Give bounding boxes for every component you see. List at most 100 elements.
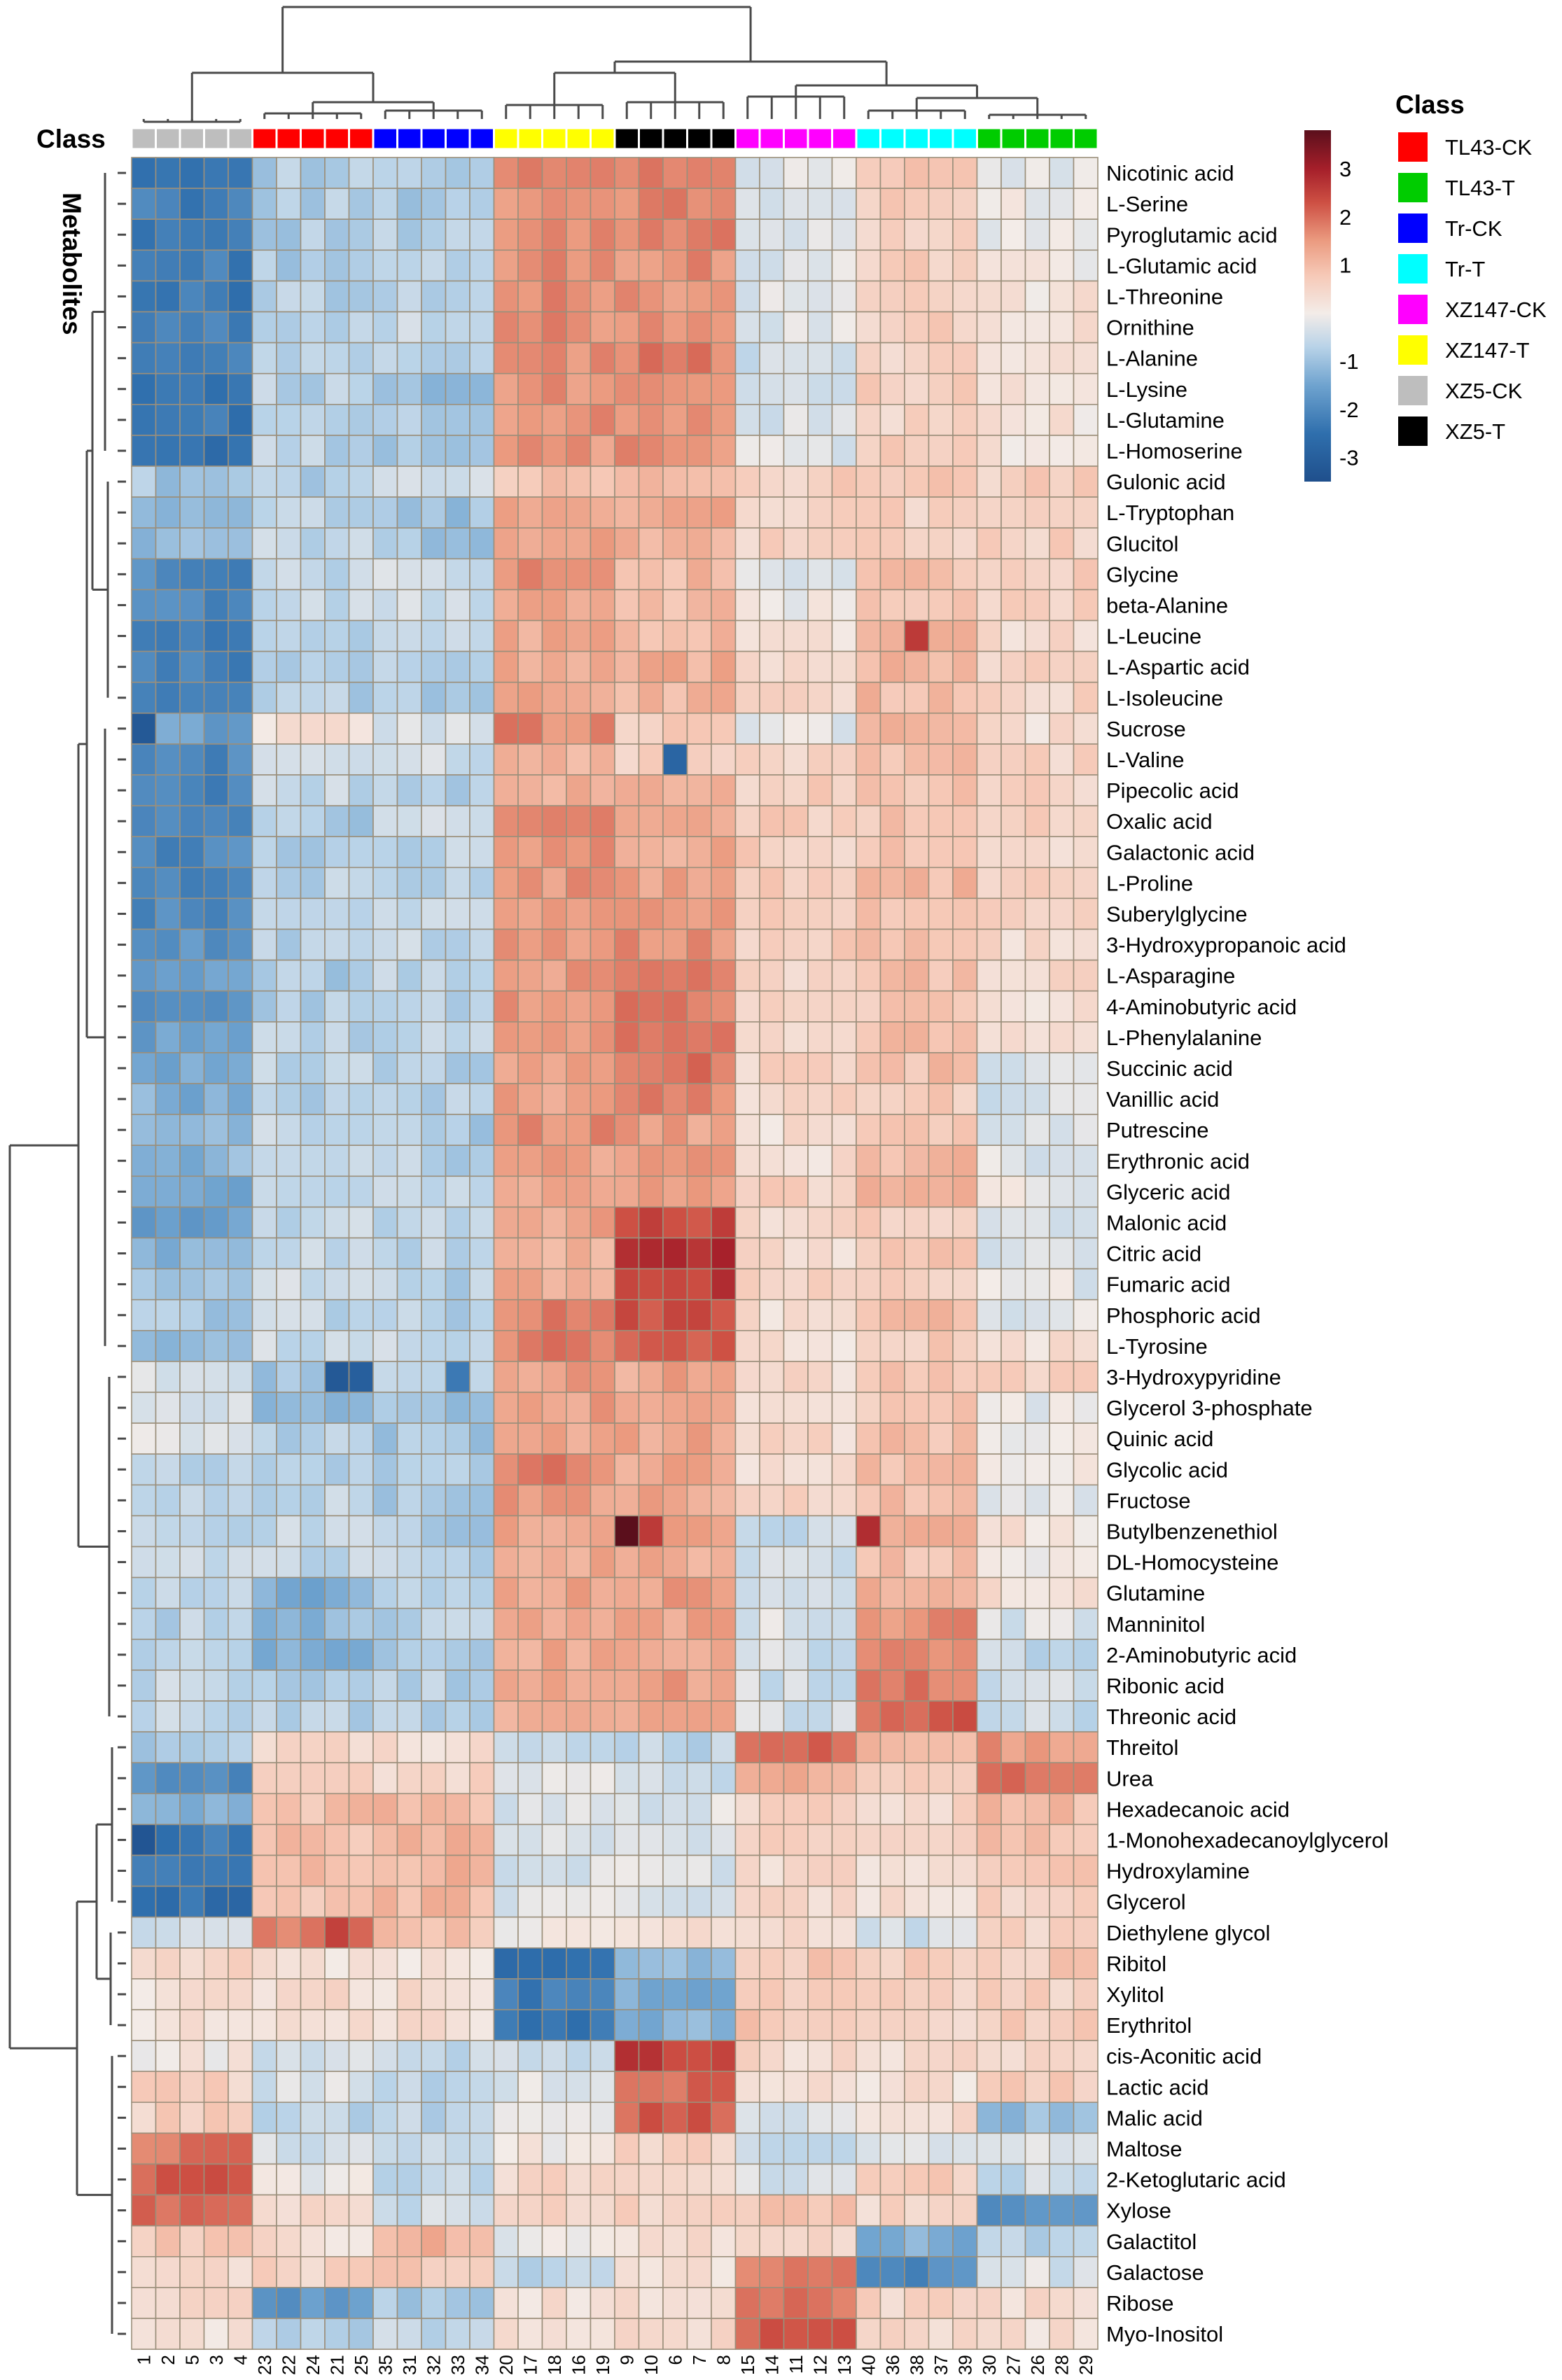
heatmap-cell: [1024, 836, 1050, 869]
heatmap-cell: [421, 527, 447, 560]
heatmap-cell: [831, 2194, 857, 2227]
heatmap-cell: [566, 620, 592, 652]
heatmap-cell: [686, 218, 712, 251]
heatmap-cell: [493, 1576, 519, 1609]
heatmap-cell: [300, 774, 326, 806]
heatmap-cell: [421, 1237, 447, 1270]
heatmap-cell: [179, 280, 205, 313]
heatmap-cell: [541, 1144, 567, 1177]
heatmap-cell: [662, 2287, 688, 2319]
heatmap-cell: [831, 1515, 857, 1548]
heatmap-cell: [493, 1422, 519, 1455]
heatmap-cell: [614, 990, 640, 1023]
heatmap-cell: [469, 403, 495, 436]
heatmap-cell: [566, 1453, 592, 1486]
heatmap-cell: [1049, 1916, 1075, 1949]
heatmap-cell: [469, 836, 495, 869]
heatmap-cell: [541, 1515, 567, 1548]
heatmap-cell: [686, 867, 712, 899]
heatmap-cell: [131, 712, 157, 745]
heatmap-cell: [566, 1762, 592, 1795]
metabolite-label: L-Valine: [1106, 748, 1184, 772]
heatmap-cell: [734, 1237, 760, 1270]
heatmap-cell: [783, 280, 809, 313]
heatmap-cell: [324, 1576, 350, 1609]
heatmap-cell: [686, 897, 712, 930]
heatmap-cell: [711, 1392, 737, 1424]
heatmap-cell: [952, 2225, 978, 2258]
sample-label: 17: [519, 2355, 541, 2375]
heatmap-cell: [1000, 311, 1026, 344]
heatmap-cell: [228, 2287, 253, 2319]
heatmap-cell: [372, 928, 398, 961]
heatmap-cell: [300, 589, 326, 622]
heatmap-cell: [686, 1453, 712, 1486]
heatmap-cell: [662, 1361, 688, 1393]
heatmap-cell: [662, 1885, 688, 1918]
heatmap-cell: [324, 2256, 350, 2288]
heatmap-cell: [276, 897, 302, 930]
heatmap-cell: [566, 712, 592, 745]
heatmap-cell: [228, 1144, 253, 1177]
heatmap-cell: [590, 342, 615, 374]
metabolite-label: Glutamine: [1106, 1581, 1205, 1606]
sample-label: 14: [761, 2355, 782, 2375]
heatmap-cell: [856, 589, 881, 622]
heatmap-cell: [614, 867, 640, 899]
heatmap-cell: [517, 1298, 543, 1331]
heatmap-cell: [1073, 1546, 1099, 1578]
heatmap-cell: [469, 218, 495, 251]
heatmap-cell: [396, 342, 422, 374]
heatmap-cell: [976, 2071, 1002, 2104]
heatmap-cell: [783, 959, 809, 992]
heatmap-cell: [324, 681, 350, 714]
heatmap-cell: [711, 1298, 737, 1331]
heatmap-cell: [541, 1885, 567, 1918]
heatmap-cell: [976, 1700, 1002, 1732]
sample-label: 28: [1051, 2355, 1072, 2375]
heatmap-cell: [421, 589, 447, 622]
class-bar-cell: [1048, 127, 1075, 150]
heatmap-cell: [228, 1854, 253, 1887]
heatmap-cell: [662, 1762, 688, 1795]
heatmap-cell: [734, 2287, 760, 2319]
heatmap-cell: [662, 1021, 688, 1054]
heatmap-cell: [928, 2071, 954, 2104]
heatmap-cell: [879, 2225, 905, 2258]
heatmap-cell: [541, 1392, 567, 1424]
heatmap-cell: [324, 157, 350, 189]
heatmap-cell: [686, 2225, 712, 2258]
heatmap-cell: [1000, 527, 1026, 560]
heatmap-cell: [614, 1576, 640, 1609]
heatmap-cell: [1073, 1823, 1099, 1856]
heatmap-cell: [541, 527, 567, 560]
heatmap-cell: [1049, 188, 1075, 220]
heatmap-cell: [856, 2287, 881, 2319]
heatmap-cell: [348, 1854, 374, 1887]
heatmap-cell: [541, 2040, 567, 2073]
heatmap-cell: [445, 1700, 470, 1732]
heatmap-cell: [445, 1484, 470, 1517]
heatmap-cell: [638, 1670, 664, 1702]
heatmap-cell: [662, 2163, 688, 2196]
heatmap-cell: [686, 1576, 712, 1609]
heatmap-cell: [590, 712, 615, 745]
heatmap-cell: [952, 342, 978, 374]
heatmap-cell: [203, 1607, 229, 1640]
heatmap-cell: [1049, 620, 1075, 652]
heatmap-cell: [1049, 681, 1075, 714]
heatmap-cell: [1024, 1422, 1050, 1455]
heatmap-cell: [179, 1175, 205, 1208]
heatmap-cell: [155, 589, 181, 622]
heatmap-cell: [300, 1484, 326, 1517]
heatmap-cell: [493, 1268, 519, 1301]
heatmap-cell: [421, 435, 447, 467]
heatmap-cell: [396, 1484, 422, 1517]
heatmap-cell: [783, 1453, 809, 1486]
heatmap-cell: [324, 1947, 350, 1980]
heatmap-cell: [928, 280, 954, 313]
heatmap-cell: [131, 465, 157, 498]
heatmap-cell: [831, 2132, 857, 2165]
heatmap-cell: [348, 465, 374, 498]
heatmap-cell: [831, 372, 857, 405]
